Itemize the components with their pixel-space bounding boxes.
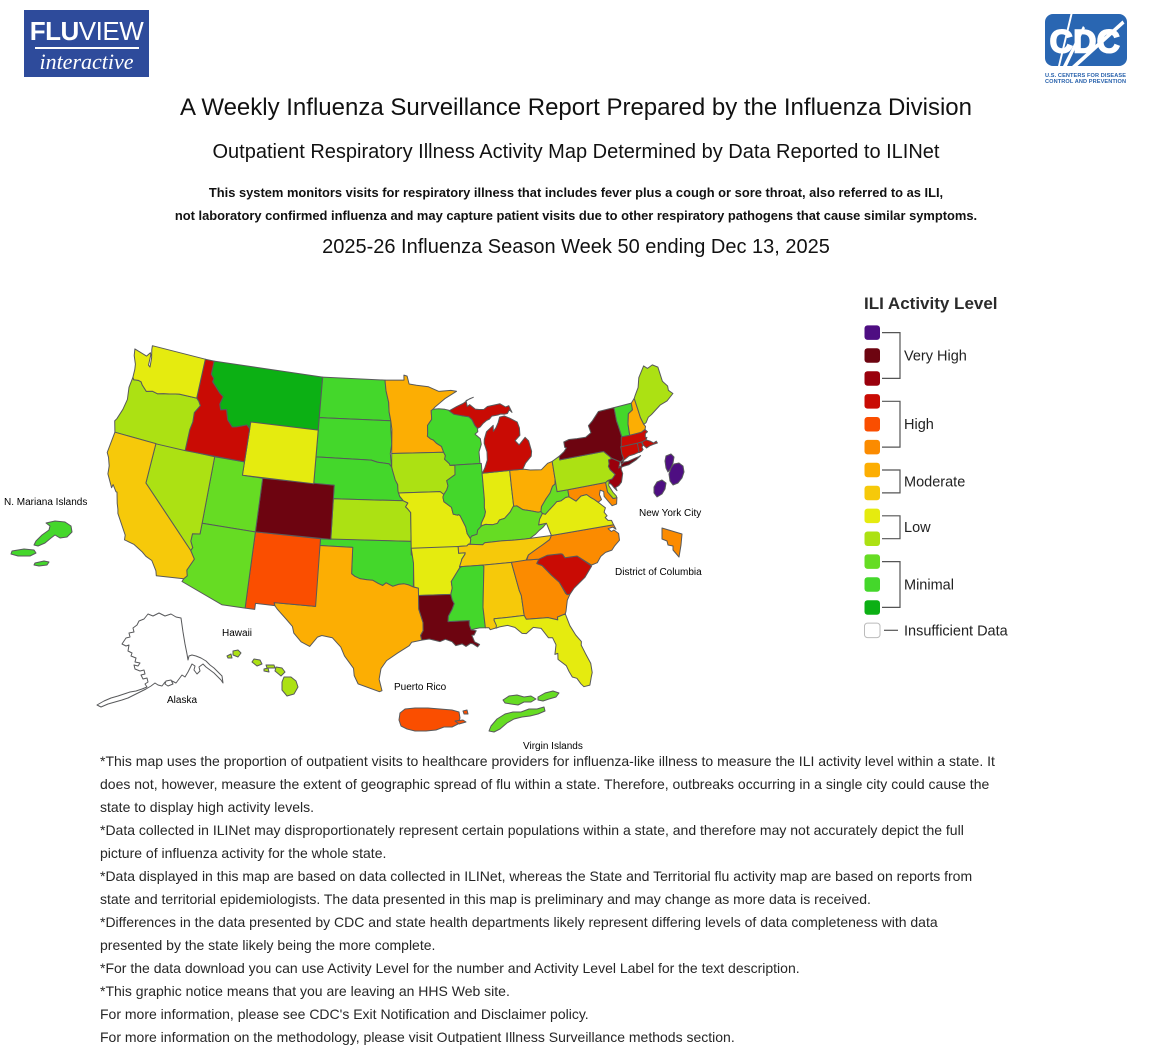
svg-text:Alaska: Alaska <box>167 695 197 706</box>
svg-text:CDC: CDC <box>1050 24 1121 60</box>
svg-text:Virgin Islands: Virgin Islands <box>523 741 583 752</box>
svg-text:Moderate: Moderate <box>904 474 965 490</box>
svg-text:Minimal: Minimal <box>904 578 954 594</box>
svg-text:Insufficient Data: Insufficient Data <box>904 623 1009 639</box>
svg-text:Low: Low <box>904 520 931 536</box>
svg-text:Very High: Very High <box>904 349 967 365</box>
svg-text:Hawaii: Hawaii <box>222 628 252 639</box>
svg-text:District of Columbia: District of Columbia <box>615 567 702 578</box>
svg-text:High: High <box>904 417 934 433</box>
svg-text:New York City: New York City <box>639 508 701 519</box>
svg-text:N. Mariana Islands: N. Mariana Islands <box>4 497 87 508</box>
svg-text:Puerto Rico: Puerto Rico <box>394 682 447 693</box>
svg-text:ILI Activity Level: ILI Activity Level <box>864 294 998 313</box>
